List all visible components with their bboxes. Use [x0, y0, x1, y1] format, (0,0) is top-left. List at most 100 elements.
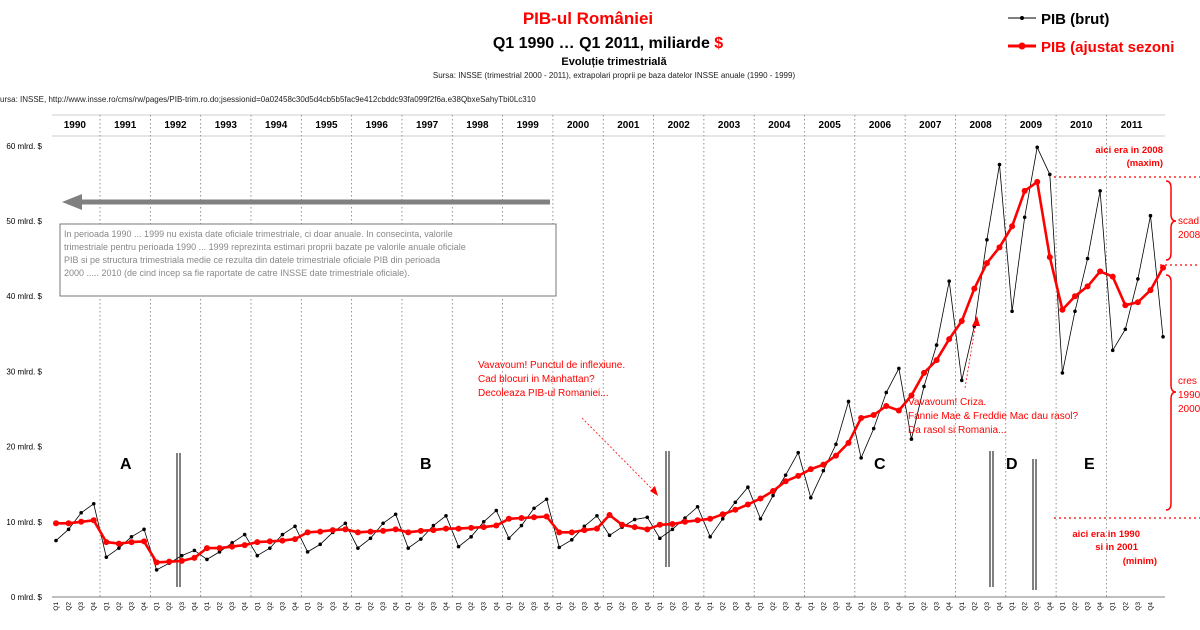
period-label-d: D [1006, 456, 1018, 473]
series-raw-point [1148, 213, 1153, 218]
quarter-label: Q2 [267, 602, 274, 611]
quarter-label: Q2 [1072, 602, 1079, 611]
series-raw-point [809, 495, 813, 500]
quarter-label: Q3 [682, 602, 689, 611]
series-raw-point [192, 548, 197, 553]
quarter-label: Q2 [468, 602, 475, 611]
series-adjusted-point [1122, 302, 1129, 309]
quarter-label: Q4 [846, 602, 853, 611]
series-raw-point [1010, 309, 1014, 314]
year-label: 1994 [265, 120, 288, 131]
series-raw-point [54, 538, 58, 543]
quarter-label: Q1 [657, 602, 664, 611]
note-box: In perioada 1990 ... 1999 nu exista date… [59, 223, 557, 297]
series-raw-point [959, 378, 964, 383]
quarter-label: Q2 [770, 602, 777, 611]
series-adjusted-point [493, 522, 500, 529]
year-label: 2000 [567, 120, 590, 131]
series-adjusted-point [203, 545, 210, 552]
series-raw-point [658, 536, 662, 541]
series-adjusted-point [455, 525, 462, 532]
series-raw-point [368, 536, 373, 541]
quarter-label: Q1 [707, 602, 714, 611]
quarter-label: Q1 [405, 602, 412, 611]
quarter-label: Q1 [908, 602, 915, 611]
crisis-annotation: Vavavoum! Criza. Fannie Mae & Freddie Ma… [908, 316, 1079, 436]
series-raw-point [821, 468, 826, 473]
crisis-line-3: Da rasol si Romania... [908, 425, 1006, 436]
inflexion-annotation: Vavavoum! Punctul de inflexiune. Cad blo… [478, 360, 658, 496]
series-adjusted-point [568, 529, 575, 536]
quarter-label: Q2 [368, 602, 375, 611]
quarter-label: Q1 [1059, 602, 1066, 611]
series-adjusted-point [996, 244, 1003, 251]
series-raw-point [381, 521, 385, 526]
quarter-label: Q1 [456, 602, 463, 611]
inflexion-line-3: Decoleaza PIB-ul Romaniei... [478, 388, 609, 399]
series-adjusted-point [229, 543, 236, 550]
series-raw-point [771, 493, 775, 498]
series-adjusted-point [128, 539, 135, 546]
year-label: 1995 [315, 120, 338, 131]
quarter-label: Q2 [217, 602, 224, 611]
quarter-label: Q4 [644, 602, 651, 611]
series-adjusted-point [392, 526, 399, 533]
quarter-label: Q4 [745, 602, 752, 611]
series-raw-point [1098, 189, 1102, 193]
series-raw-point [268, 546, 272, 550]
series-adjusted-point [631, 524, 638, 531]
quarter-label: Q3 [481, 602, 488, 611]
quarter-label: Q1 [506, 602, 513, 611]
y-axis: 0 mlrd. $ 10 mlrd. $ 20 mlrd. $ 30 mlrd. $ 4… [6, 142, 42, 602]
series-adjusted-point [90, 517, 97, 524]
quarter-label: Q3 [833, 602, 840, 611]
series-raw-point [532, 506, 536, 511]
note-line-4: 2000 ..... 2010 (de cind incep sa fie ra… [64, 268, 410, 278]
series-adjusted-point [380, 527, 387, 534]
quarter-label: Q2 [317, 602, 324, 611]
series-adjusted-point [732, 506, 739, 513]
side-top-1: scad [1178, 216, 1199, 227]
series-adjusted-point [216, 545, 223, 552]
quarter-label: Q4 [1097, 602, 1104, 611]
max-note-1: aici era in 2008 [1095, 145, 1163, 156]
quarter-label: Q4 [795, 602, 802, 611]
quarter-label: Q1 [1110, 602, 1117, 611]
quarter-label: Q3 [179, 602, 186, 611]
series-raw-point [783, 473, 788, 477]
year-label: 1997 [416, 120, 439, 131]
legend-adj-marker [1018, 42, 1026, 50]
series-adjusted-point [279, 537, 286, 544]
series-raw-point [632, 517, 637, 522]
min-note-1: aici era in 1990 [1072, 529, 1140, 540]
back-arrow [62, 194, 550, 210]
quarter-label: Q3 [128, 602, 135, 611]
year-label: 2002 [668, 120, 691, 131]
crisis-line-1: Vavavoum! Criza. [908, 397, 986, 408]
series-raw-point [544, 497, 549, 502]
series-adjusted-point [115, 540, 122, 547]
side-bottom-3: 2000 [1178, 404, 1200, 415]
series-raw-point [79, 510, 83, 515]
series-adjusted-point [581, 527, 588, 534]
series-raw-point [595, 513, 599, 518]
series-adjusted-point [669, 521, 676, 528]
subtitle-currency: $ [714, 35, 723, 52]
y-tick-label: 50 mlrd. $ [6, 217, 42, 226]
series-raw-point [293, 524, 297, 529]
series-adjusted-point [983, 260, 990, 267]
series-raw-point [91, 501, 96, 506]
series-raw-point [431, 523, 436, 528]
chart-subtitle: Q1 1990 … Q1 2011, miliarde $ [493, 35, 723, 52]
quarter-label: Q3 [430, 602, 437, 611]
series-adjusted-point [543, 513, 550, 520]
series-adjusted-point [1009, 223, 1016, 230]
year-label: 1996 [366, 120, 389, 131]
series-adjusted-point [946, 336, 953, 343]
year-label: 2006 [869, 120, 892, 131]
quarter-label: Q3 [934, 602, 941, 611]
series-raw-point [318, 542, 322, 547]
series-adjusted-point [883, 402, 890, 409]
series-raw-point [205, 557, 209, 562]
